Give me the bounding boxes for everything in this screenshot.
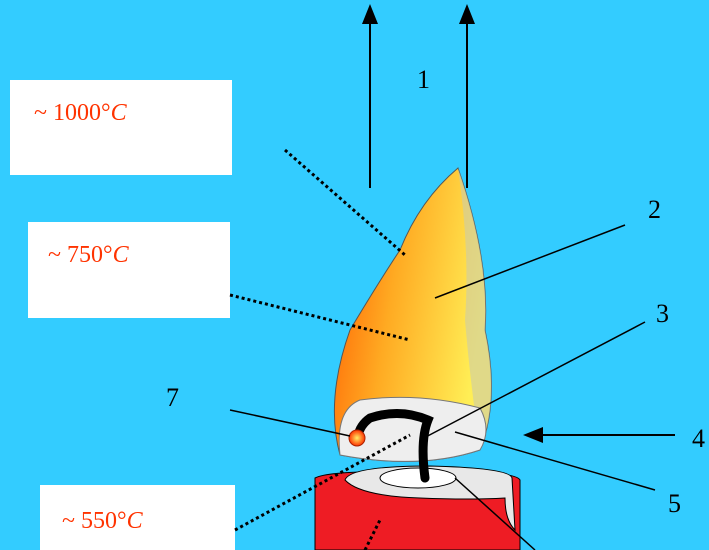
temp-box xyxy=(10,80,232,175)
label: 4 xyxy=(692,424,705,453)
temp-label: ~ 1000°C xyxy=(34,100,128,126)
label: 7 xyxy=(166,383,179,412)
wick-base xyxy=(380,468,456,488)
diagram: ~ 1000°C ~ 750°C ~ 550°C 1 2 3 4 5 7 xyxy=(0,0,709,550)
temp-label: ~ 550°C xyxy=(62,508,144,534)
temp-label: ~ 750°C xyxy=(48,242,130,268)
page: ~ 1000°C ~ 750°C ~ 550°C 1 2 3 4 5 7 (()… xyxy=(0,0,709,550)
temp-box xyxy=(28,222,230,318)
label: 3 xyxy=(656,299,669,328)
label: 2 xyxy=(648,195,661,224)
label: 1 xyxy=(417,65,430,94)
glow-particle xyxy=(349,430,365,446)
label: 5 xyxy=(668,489,681,518)
